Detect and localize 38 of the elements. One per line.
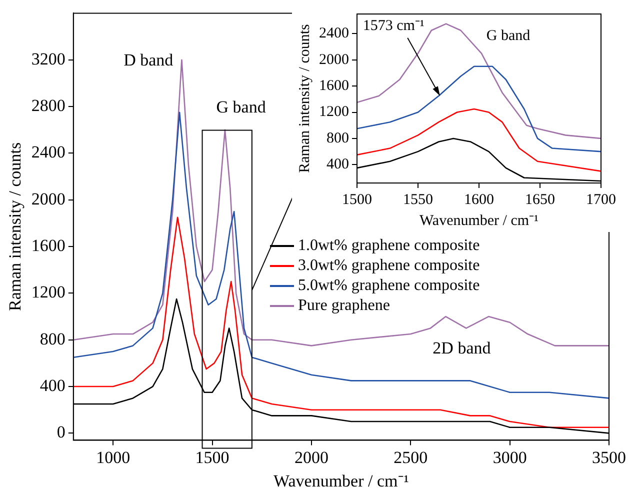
x-tick-label: 3500 — [592, 448, 626, 467]
legend-label: 5.0wt% graphene composite — [298, 276, 480, 296]
x-tick-label: 1650 — [525, 192, 555, 208]
legend-label: 3.0wt% graphene composite — [298, 256, 480, 276]
x-tick-label: 2500 — [394, 448, 428, 467]
x-tick-label: 3000 — [492, 448, 527, 467]
y-tick-label: 400 — [40, 376, 66, 395]
y-tick-label: 400 — [326, 156, 349, 173]
y-tick-label: 0 — [56, 422, 66, 442]
x-tick-label: 1700 — [586, 192, 616, 208]
y-tick-label: 2000 — [319, 52, 349, 68]
annotation: G band — [216, 97, 266, 116]
x-tick-label: 2000 — [294, 448, 328, 467]
y-tick-label: 3200 — [31, 49, 66, 68]
x-tick-label: 1550 — [403, 192, 433, 208]
annotation: G band — [486, 28, 531, 44]
y-tick-label: 1600 — [319, 78, 349, 94]
x-axis-title: Wavenumber / cm⁻¹ — [419, 212, 539, 229]
x-tick-label: 1500 — [195, 448, 230, 467]
x-tick-label: 1600 — [464, 192, 494, 208]
y-tick-label: 2400 — [319, 26, 349, 42]
x-tick-label: 1500 — [342, 192, 372, 208]
y-tick-label: 1200 — [31, 282, 66, 302]
y-tick-label: 800 — [326, 130, 349, 146]
y-tick-label: 1600 — [31, 236, 66, 255]
legend-label: 1.0wt% graphene composite — [298, 236, 480, 256]
annotation: 2D band — [432, 338, 492, 358]
annotation: D band — [124, 50, 174, 70]
y-tick-label: 1200 — [319, 104, 349, 120]
y-tick-label: 2400 — [31, 142, 66, 162]
y-axis-title: Raman intensity / counts — [6, 142, 25, 311]
legend-label: Pure graphene — [298, 296, 390, 316]
y-axis-title: Raman intensity / counts — [296, 24, 313, 173]
x-axis-title: Wavenumber / cm⁻¹ — [274, 471, 409, 490]
x-tick-label: 1000 — [96, 448, 130, 467]
annotation: 1573 cm⁻¹ — [362, 18, 424, 34]
y-tick-label: 2800 — [31, 96, 66, 115]
y-tick-label: 800 — [40, 329, 66, 348]
